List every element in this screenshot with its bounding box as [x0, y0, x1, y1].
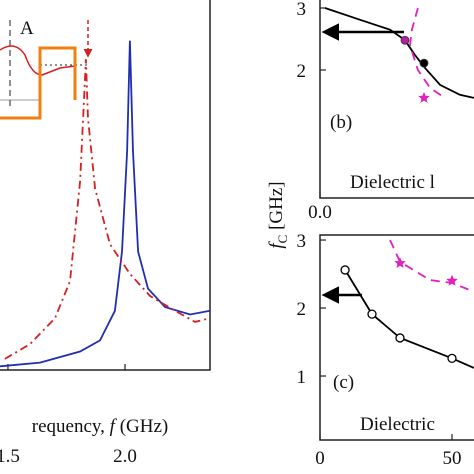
y-axis-label-sub: C: [275, 235, 290, 244]
series-line: [4, 59, 211, 360]
x-axis-label: requency, f (GHz): [32, 416, 168, 437]
series-line: [409, 7, 446, 99]
panel-label: (b): [330, 112, 352, 133]
frame: [0, 0, 211, 371]
open-marker: [395, 333, 405, 343]
annotation: A: [20, 18, 34, 39]
y-tick-label: 3: [297, 231, 307, 252]
x-tick-label: 0: [315, 448, 325, 469]
x-tick-label: 50: [442, 448, 461, 469]
frame: [319, 0, 474, 199]
x-tick-label: 2.0: [113, 446, 137, 467]
open-marker: [447, 353, 457, 363]
star-marker: [446, 274, 458, 286]
x-axis-label-unit: (GHz): [115, 416, 168, 437]
dot-marker: [400, 35, 410, 45]
annotation: Dielectric: [360, 414, 435, 435]
open-marker: [367, 309, 377, 319]
dot-marker: [419, 58, 429, 68]
x-tick-label: 1.5: [0, 446, 20, 467]
y-axis-label-var: f: [266, 241, 287, 249]
frame: [319, 234, 474, 441]
x-tick-label: 0.0: [308, 202, 332, 223]
x-axis-label-var: f: [110, 416, 118, 437]
star-marker: [394, 257, 406, 268]
series-line: [0, 40, 211, 368]
series-line: [324, 7, 474, 99]
y-axis-label-unit: [GHz]: [266, 181, 287, 234]
y-tick-label: 2: [297, 299, 307, 320]
panel-label: (c): [333, 372, 354, 393]
star-marker: [418, 91, 430, 103]
annotation: Dielectric l: [350, 172, 435, 193]
y-tick-label: 2: [297, 61, 307, 82]
series-line: [389, 239, 474, 293]
y-axis-label: fC [GHz]: [266, 181, 290, 248]
inset: [0, 20, 93, 120]
x-axis-label-text: requency,: [32, 416, 110, 437]
open-marker: [340, 265, 350, 275]
y-tick-label: 3: [297, 0, 307, 20]
y-tick-label: 1: [297, 367, 307, 388]
